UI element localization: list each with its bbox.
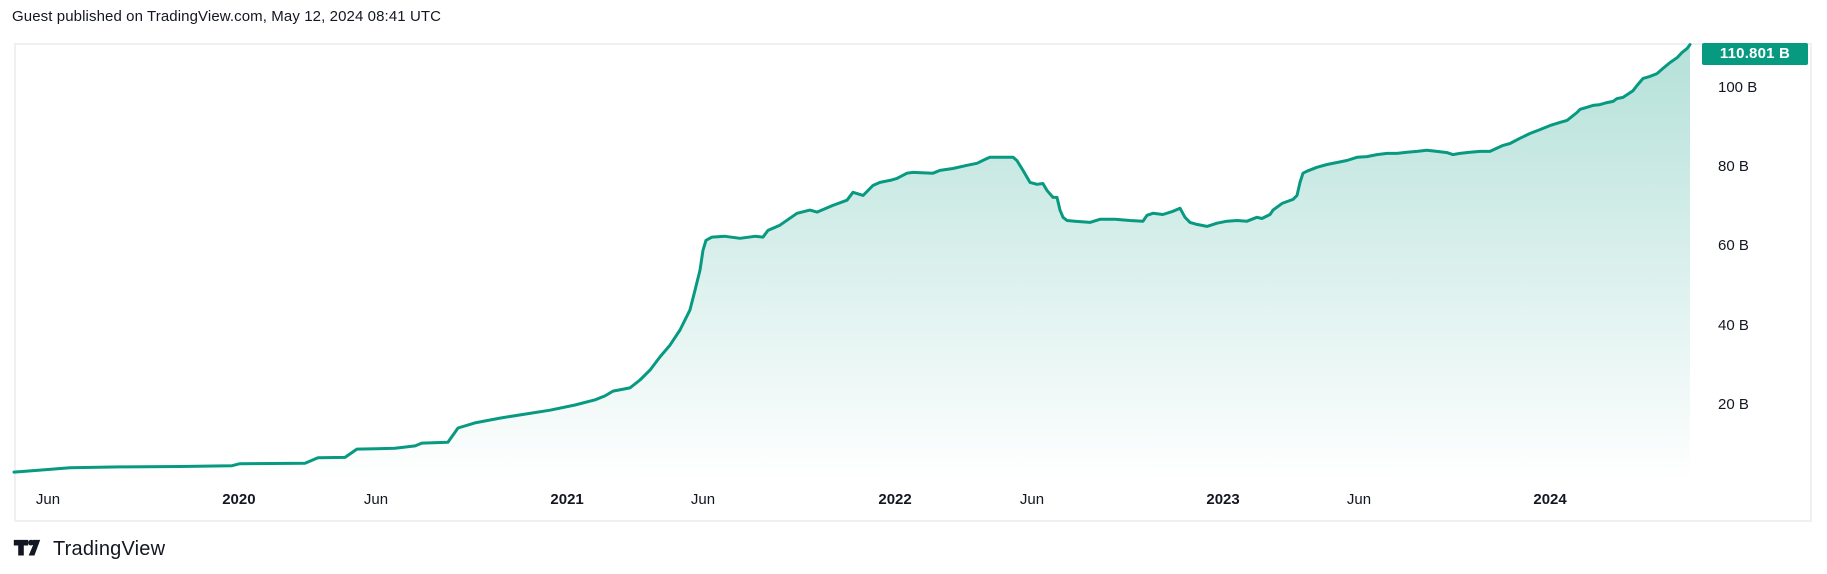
time-scale-tick: 2022 bbox=[878, 491, 912, 508]
time-scale-tick: Jun bbox=[363, 491, 389, 508]
price-scale-tick: 60 B bbox=[1718, 237, 1749, 255]
area-fill bbox=[14, 44, 1690, 481]
time-scale-tick: Jun bbox=[690, 491, 716, 508]
time-scale-tick: 2021 bbox=[550, 491, 584, 508]
price-scale-tick: 80 B bbox=[1718, 157, 1749, 175]
price-scale-tick: 100 B bbox=[1718, 78, 1758, 96]
time-scale-tick: Jun bbox=[35, 491, 61, 508]
price-scale-tick: 40 B bbox=[1718, 316, 1749, 334]
time-scale-tick: Jun bbox=[1346, 491, 1372, 508]
price-scale-tick: 20 B bbox=[1718, 396, 1749, 413]
time-scale-tick: 2024 bbox=[1533, 491, 1567, 508]
time-scale-tick: 2020 bbox=[222, 491, 256, 508]
tradingview-logo[interactable]: TradingView bbox=[13, 537, 165, 562]
time-scale-tick: 2023 bbox=[1206, 491, 1240, 508]
price-line bbox=[12, 43, 1692, 474]
last-price-label: 110.801 B bbox=[1702, 43, 1808, 65]
tradingview-logo-icon bbox=[13, 539, 41, 556]
tradingview-logo-text: TradingView bbox=[53, 538, 166, 560]
publish-attribution-text: Guest published on TradingView.com, May … bbox=[12, 8, 442, 25]
time-scale-tick: Jun bbox=[1019, 491, 1045, 508]
